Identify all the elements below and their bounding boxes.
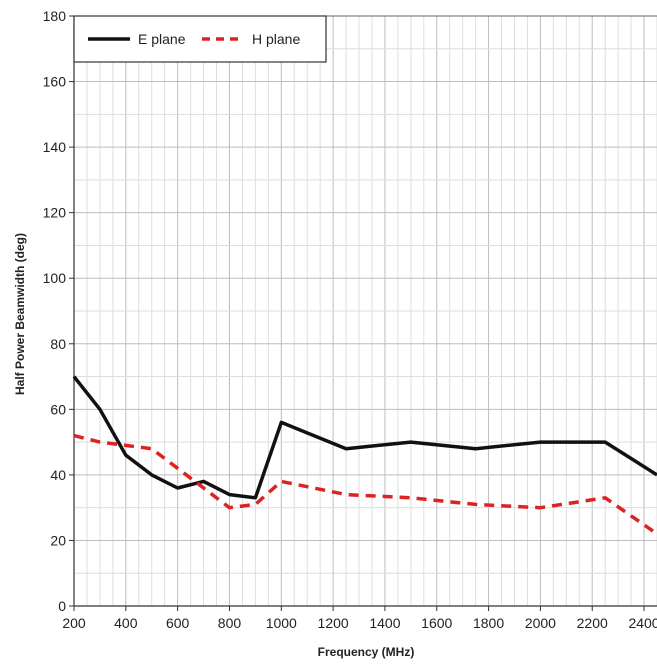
y-tick-label: 60 xyxy=(50,401,66,417)
x-tick-label: 2000 xyxy=(525,615,556,631)
legend: E plane H plane xyxy=(73,15,327,63)
x-tick-label: 2400 xyxy=(628,615,657,631)
grid xyxy=(73,15,657,607)
y-tick-label: 140 xyxy=(43,139,67,155)
y-tick-label: 160 xyxy=(43,74,67,90)
x-axis-title: Frequency (MHz) xyxy=(318,645,415,659)
x-tick-label: 600 xyxy=(166,615,190,631)
x-tick-label: 1600 xyxy=(421,615,452,631)
x-tick-labels: 200 400 600 800 1000 1200 1400 1600 1800 2000 2200… xyxy=(62,606,657,631)
y-tick-label: 180 xyxy=(43,8,67,24)
x-tick-label: 1800 xyxy=(473,615,504,631)
legend-label-h-plane: H plane xyxy=(252,31,300,47)
x-tick-label: 1000 xyxy=(266,615,297,631)
y-tick-label: 120 xyxy=(43,205,67,221)
x-tick-label: 1400 xyxy=(369,615,400,631)
series-line-e-plane xyxy=(72,375,657,500)
series-layer xyxy=(72,375,657,536)
y-tick-label: 40 xyxy=(50,467,66,483)
x-tick-label: 1200 xyxy=(318,615,349,631)
y-axis-title: Half Power Beamwidth (deg) xyxy=(13,233,27,395)
y-tick-labels: 0 20 40 60 80 100 120 140 160 180 xyxy=(43,8,74,614)
y-tick-label: 0 xyxy=(58,598,66,614)
x-tick-label: 2200 xyxy=(577,615,608,631)
y-tick-label: 20 xyxy=(50,532,66,548)
x-tick-label: 400 xyxy=(114,615,138,631)
y-tick-label: 80 xyxy=(50,336,66,352)
legend-label-e-plane: E plane xyxy=(138,31,186,47)
y-tick-label: 100 xyxy=(43,270,67,286)
series-line-h-plane xyxy=(73,433,657,536)
x-tick-label: 800 xyxy=(218,615,242,631)
x-tick-label: 200 xyxy=(62,615,86,631)
